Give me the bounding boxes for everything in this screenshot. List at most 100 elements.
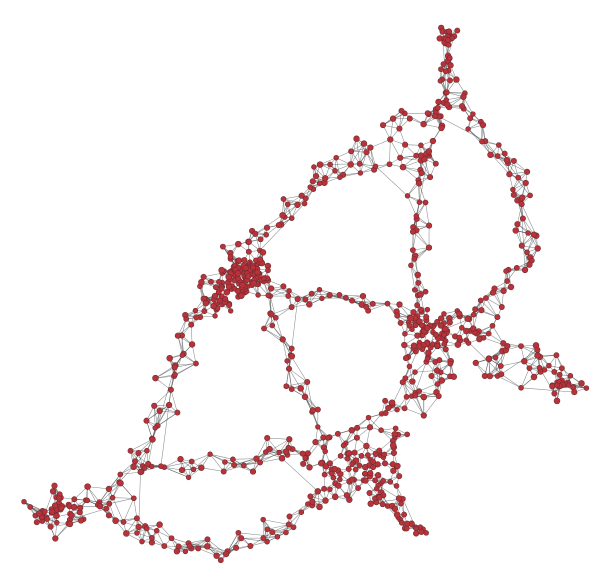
graph-node	[306, 301, 313, 308]
graph-edge	[198, 548, 217, 556]
graph-edge	[475, 357, 496, 364]
graph-node	[519, 194, 526, 201]
graph-node	[510, 157, 517, 164]
graph-edge	[115, 518, 137, 521]
graph-edge	[160, 389, 172, 467]
graph-node	[379, 122, 387, 129]
graph-node	[387, 136, 394, 143]
graph-node	[298, 509, 305, 515]
graph-node	[442, 346, 449, 353]
graph-node	[553, 397, 561, 405]
graph-node	[103, 505, 110, 512]
graph-node	[302, 195, 309, 202]
graph-edge	[262, 519, 278, 537]
graph-edge	[521, 245, 530, 265]
graph-edge	[352, 300, 388, 304]
graph-node	[442, 68, 449, 75]
graph-node	[390, 467, 397, 474]
graph-node	[133, 515, 140, 522]
graph-node	[365, 452, 371, 458]
graph-node	[483, 295, 489, 301]
graph-node	[388, 399, 396, 406]
graph-node	[546, 362, 552, 369]
graph-node	[497, 363, 504, 369]
graph-node	[161, 543, 168, 549]
graph-edge	[164, 466, 189, 478]
graph-node	[288, 215, 295, 221]
graph-node	[429, 137, 437, 145]
graph-node	[264, 526, 270, 533]
graph-node	[311, 164, 317, 170]
graph-node	[397, 154, 404, 161]
graph-node	[518, 242, 525, 249]
graph-edge	[492, 325, 504, 344]
graph-node	[410, 247, 416, 253]
graph-node	[453, 76, 460, 83]
graph-edge	[390, 139, 401, 158]
graph-edge	[190, 324, 193, 345]
graph-node	[432, 160, 439, 167]
graph-edge	[467, 128, 510, 175]
graph-node	[347, 161, 354, 168]
graph-node	[435, 98, 442, 106]
graph-node	[322, 463, 329, 470]
graph-node	[399, 519, 405, 526]
graph-node	[51, 502, 58, 509]
graph-node	[200, 273, 207, 280]
graph-node	[459, 325, 465, 331]
graph-node	[167, 386, 174, 393]
graph-node	[283, 529, 289, 536]
graph-node	[253, 455, 260, 462]
graph-node	[134, 530, 140, 536]
graph-node	[274, 534, 281, 540]
graph-edge	[400, 157, 422, 161]
graph-node	[240, 462, 247, 469]
graph-node	[366, 490, 373, 496]
graph-node	[446, 28, 452, 35]
graph-node	[299, 450, 306, 457]
graph-edge	[356, 138, 360, 164]
graph-node	[551, 390, 558, 397]
graph-node	[530, 231, 537, 238]
graph-node	[418, 169, 425, 177]
graph-node	[559, 365, 565, 372]
graph-node	[356, 160, 363, 167]
graph-node	[218, 266, 225, 274]
graph-edge	[209, 454, 224, 472]
graph-node	[479, 138, 485, 145]
graph-node	[396, 473, 403, 480]
graph-node	[412, 287, 418, 293]
graph-edge	[112, 497, 134, 499]
graph-edge	[410, 265, 416, 290]
graph-node	[226, 301, 233, 309]
graph-edge	[526, 234, 535, 253]
graph-edge	[500, 360, 525, 367]
graph-node	[527, 192, 533, 199]
graph-node	[151, 402, 158, 409]
graph-edge	[418, 183, 426, 203]
graph-node	[276, 449, 282, 456]
graph-node	[479, 121, 487, 129]
graph-node	[534, 245, 541, 252]
graph-node	[414, 332, 421, 339]
graph-node	[415, 180, 423, 187]
graph-node	[306, 464, 313, 471]
graph-edge	[153, 405, 158, 426]
graph-node	[117, 471, 124, 478]
graph-node	[58, 505, 65, 512]
graph-edge	[485, 140, 498, 157]
graph-edge	[414, 370, 438, 373]
graph-node	[213, 284, 219, 291]
graph-edge	[350, 143, 365, 165]
graph-edge	[234, 464, 254, 472]
graph-node	[411, 256, 418, 262]
graph-node	[302, 455, 308, 461]
graph-node	[109, 494, 116, 501]
graph-node	[485, 355, 493, 363]
graph-edge	[232, 458, 257, 460]
graph-edge	[370, 139, 391, 148]
graph-node	[250, 264, 256, 271]
graph-node	[174, 332, 181, 339]
graph-node	[402, 141, 409, 148]
graph-edge	[283, 198, 305, 204]
